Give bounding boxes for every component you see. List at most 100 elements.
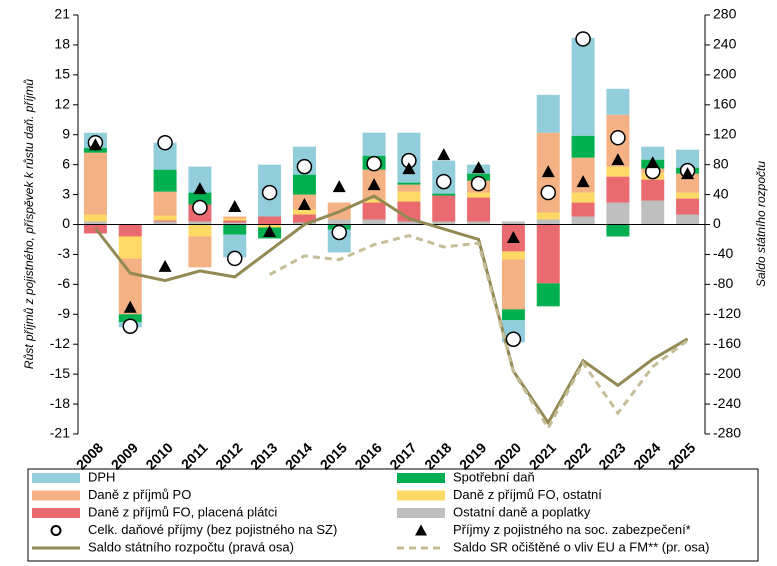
bar-segment [467,192,491,198]
x-tick-label: 2014 [282,439,315,472]
bar-segment [292,174,316,195]
circle-marker [575,31,591,47]
bar-segment [432,193,456,196]
legend-box [27,468,759,562]
y-tick-label: 9 [62,125,70,141]
triangle-marker [611,153,625,166]
x-tick-label: 2018 [421,439,454,472]
y-tick-label: 18 [54,36,70,52]
legend-swatch [32,508,80,518]
bar-segment [501,251,525,260]
y2-tick-label: -280 [713,425,741,441]
x-tick-label: 2011 [178,439,211,472]
bar-segment [153,220,177,222]
bar-segment [258,216,282,225]
x-tick-label: 2012 [212,439,245,472]
bar-segment [432,221,456,225]
bar-segment [501,259,525,310]
legend-label: Daně z příjmů FO, placená plátci [88,504,277,519]
bar-segment [432,195,456,222]
bar-segment [641,200,665,225]
legend-label: Celk. daňové příjmy (bez pojistného na S… [88,522,337,537]
circle-marker [470,175,487,192]
bar-segment [153,215,177,221]
circle-marker [296,158,313,175]
bar-segment [571,202,595,217]
bar-segment [153,142,177,170]
line-series [94,194,689,426]
bar-segment [118,224,142,237]
bar-segment [536,94,560,133]
bar-segment [536,283,560,307]
circle-marker [227,250,243,267]
bar-segment [676,198,700,215]
triangle-marker [193,182,207,195]
y2-tick-label: -160 [713,335,741,351]
circle-marker [610,129,626,146]
legend-label: Příjmy z pojistného na soc. zabezpečení* [453,522,691,537]
x-tick-label: 2020 [491,439,524,472]
y2-tick-label: 280 [713,6,737,22]
legend-swatch [397,473,445,483]
triangle-marker [576,175,590,188]
bar-segment [362,199,386,203]
bar-segment [362,202,386,220]
x-tick-label: 2023 [595,439,628,472]
bar-segment [606,224,630,237]
bar-segment [153,191,177,216]
legend-label: Daně z příjmů PO [88,487,191,502]
x-tick-label: 2015 [317,439,350,472]
x-tick-label: 2010 [142,439,175,472]
bar-segment [153,169,177,192]
y-tick-label: -12 [50,335,70,351]
bar-segment [676,192,700,199]
legend-label: Spotřební daň [453,469,535,484]
bar-segment [327,219,351,225]
x-tick-label: 2024 [630,439,663,472]
circle-marker [157,134,173,151]
triangle-marker [472,161,486,174]
y2-tick-label: 200 [713,66,737,82]
legend-swatch [397,490,445,501]
bar-segment [536,212,560,220]
triangle-marker [437,148,451,161]
x-tick-label: 2022 [560,439,593,472]
y2-tick-label: 0 [713,215,721,231]
triangle-marker [332,180,346,193]
bar-segment [83,214,107,222]
bar-segment [223,220,247,223]
bar-segment [223,218,247,221]
bar-segment [118,236,142,259]
bar-segment [397,191,421,202]
legend-marker [50,525,62,536]
y-tick-label: -21 [50,425,70,441]
bar-segment [153,221,177,225]
legend-label: DPH [88,469,115,484]
y-tick-label: -3 [58,245,71,261]
bar-segment [397,221,421,225]
y-tick-label: 6 [62,155,70,171]
bar-segment [292,214,316,223]
legend-label: Saldo státního rozpočtu (pravá osa) [88,539,294,554]
y2-tick-label: 80 [713,155,729,171]
y2-tick-label: 120 [713,125,737,141]
bar-segment [536,219,560,225]
bar-segment [188,166,212,193]
y-tick-label: 3 [62,185,70,201]
bar-segment [641,146,665,160]
y2-tick-label: 240 [713,36,737,52]
legend-swatch [397,508,445,518]
circle-marker [192,199,208,216]
legend-label: Saldo SR očištěné o vliv EU a FM** (pr. … [453,539,710,554]
bar-segment [606,166,630,177]
bar-segment [362,132,386,156]
legend-label: Daně z příjmů FO, ostatní [453,487,602,502]
x-tick-label: 2008 [73,439,106,472]
x-tick-label: 2019 [456,439,489,472]
x-tick-label: 2016 [351,439,384,472]
bar-segment [676,149,700,168]
bar-segment [118,258,142,315]
x-tick-label: 2009 [108,439,141,472]
x-tick-label: 2017 [386,439,419,472]
y2-tick-label: -40 [713,245,733,261]
